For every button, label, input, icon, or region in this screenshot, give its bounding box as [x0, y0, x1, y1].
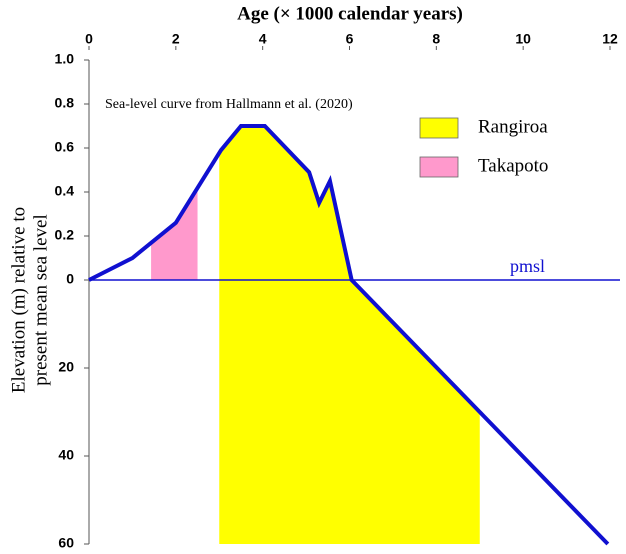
shaded-region: [151, 187, 198, 280]
x-tick-label: 6: [346, 31, 354, 47]
legend-label: Takapoto: [478, 155, 548, 176]
y-axis-title: present mean sea level: [30, 214, 51, 385]
pmsl-label: pmsl: [510, 256, 545, 276]
y-tick-label: 1.0: [55, 51, 75, 67]
y-tick-label: 0.6: [55, 139, 75, 155]
y-tick-label: 40: [58, 447, 74, 463]
y-tick-label: 60: [58, 535, 74, 551]
y-tick-label: 0.2: [55, 227, 75, 243]
sea-level-curve: [88, 124, 610, 546]
y-tick-label: 0.8: [55, 95, 75, 111]
y-tick-label: 0.4: [55, 183, 75, 199]
y-axis-title: Elevation (m) relative to: [8, 207, 29, 393]
x-tick-label: 10: [515, 31, 531, 47]
legend-label: Rangiroa: [478, 116, 548, 137]
legend-swatch: [419, 156, 459, 178]
y-tick-label: 20: [58, 359, 74, 375]
annotation: Sea-level curve from Hallmann et al. (20…: [105, 97, 353, 112]
x-tick-label: 4: [259, 31, 267, 47]
legend-swatch: [419, 117, 459, 139]
shaded-region: [219, 126, 480, 544]
x-axis-title: Age (× 1000 calendar years): [237, 3, 463, 24]
x-tick-label: 8: [432, 31, 440, 47]
x-tick-label: 0: [85, 31, 93, 47]
shaded-layer: [151, 126, 480, 544]
y-tick-label: 0: [66, 271, 74, 287]
x-tick-label: 2: [172, 31, 180, 47]
x-tick-label: 12: [602, 31, 618, 47]
